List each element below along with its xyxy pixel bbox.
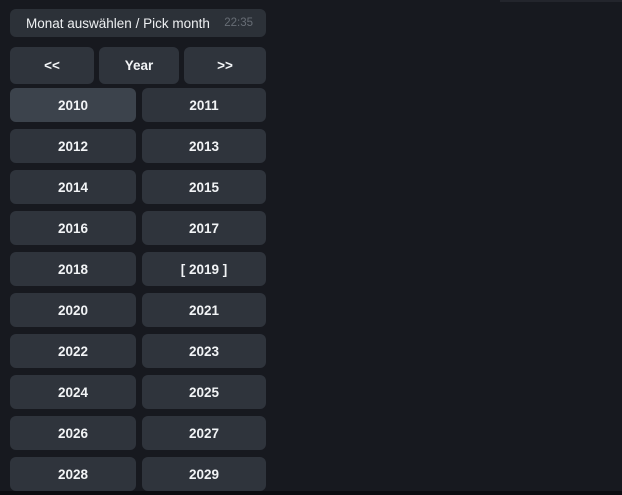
year-button-2017[interactable]: 2017 (142, 211, 266, 245)
year-button-2019-selected[interactable]: [ 2019 ] (142, 252, 266, 286)
year-button-2010[interactable]: 2010 (10, 88, 136, 122)
year-button-2021[interactable]: 2021 (142, 293, 266, 327)
window-top-edge (500, 0, 622, 2)
year-button-2023[interactable]: 2023 (142, 334, 266, 368)
bottom-edge-strip (0, 491, 622, 495)
year-button-2014[interactable]: 2014 (10, 170, 136, 204)
year-button-2013[interactable]: 2013 (142, 129, 266, 163)
keyboard-nav-row: << Year >> (10, 47, 266, 84)
message-text: Monat auswählen / Pick month (26, 15, 210, 31)
prev-page-button[interactable]: << (10, 47, 94, 84)
year-button-2024[interactable]: 2024 (10, 375, 136, 409)
year-button-2022[interactable]: 2022 (10, 334, 136, 368)
year-button-2029[interactable]: 2029 (142, 457, 266, 491)
year-button-2015[interactable]: 2015 (142, 170, 266, 204)
next-page-button[interactable]: >> (184, 47, 266, 84)
year-button-2018[interactable]: 2018 (10, 252, 136, 286)
year-button-2027[interactable]: 2027 (142, 416, 266, 450)
year-grid: 2010 2011 2012 2013 2014 2015 2016 2017 … (10, 88, 266, 491)
message-timestamp: 22:35 (224, 17, 253, 29)
year-button-2012[interactable]: 2012 (10, 129, 136, 163)
bot-message-bubble: Monat auswählen / Pick month 22:35 (10, 9, 266, 37)
year-button-2016[interactable]: 2016 (10, 211, 136, 245)
year-button-2026[interactable]: 2026 (10, 416, 136, 450)
year-button-2028[interactable]: 2028 (10, 457, 136, 491)
year-button-2011[interactable]: 2011 (142, 88, 266, 122)
year-button-2025[interactable]: 2025 (142, 375, 266, 409)
year-button-2020[interactable]: 2020 (10, 293, 136, 327)
bot-message-block: Monat auswählen / Pick month 22:35 << Ye… (10, 9, 266, 491)
year-mode-button[interactable]: Year (99, 47, 179, 84)
